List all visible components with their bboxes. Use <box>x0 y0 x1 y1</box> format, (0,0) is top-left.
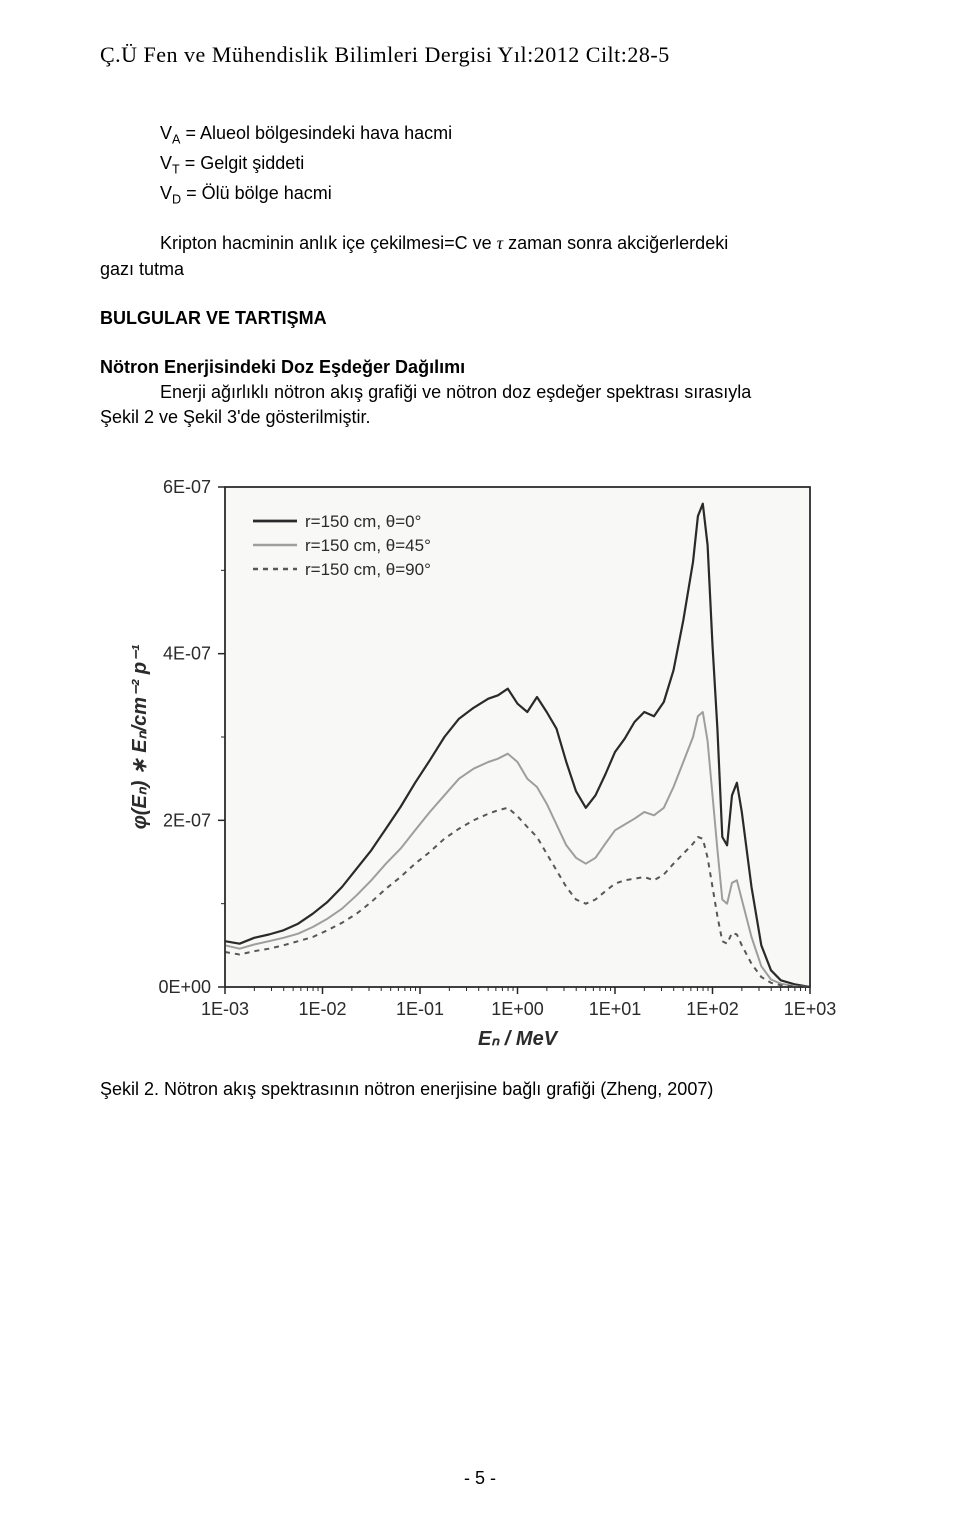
svg-text:Eₙ / MeV: Eₙ / MeV <box>478 1028 559 1050</box>
figure-2: 0E+00 2E-07 4E-07 6E-07 1E-03 1E-02 1E-01 1E+00… <box>120 467 840 1057</box>
definitions-block: VA = Alueol bölgesindeki hava hacmi VT =… <box>160 121 860 210</box>
figure-caption: Şekil 2. Nötron akış spektrasının nötron… <box>100 1077 860 1102</box>
subsection-line1: Enerji ağırlıklı nötron akış grafiği ve … <box>160 382 751 402</box>
para-part1: Kripton hacminin anlık içe çekilmesi=C v… <box>160 233 497 253</box>
paragraph-kr: Kripton hacminin anlık içe çekilmesi=C v… <box>100 231 860 281</box>
svg-text:1E+03: 1E+03 <box>784 999 837 1019</box>
subsection-text: Enerji ağırlıklı nötron akış grafiği ve … <box>100 380 860 430</box>
page-number: - 5 - <box>0 1466 960 1491</box>
def-vA: VA = Alueol bölgesindeki hava hacmi <box>160 121 860 149</box>
journal-header: Ç.Ü Fen ve Mühendislik Bilimleri Dergisi… <box>100 40 860 71</box>
def-vD-text: = Ölü bölge hacmi <box>186 183 332 203</box>
svg-text:1E+00: 1E+00 <box>491 999 544 1019</box>
def-vA-sub: A <box>172 132 180 146</box>
flux-spectrum-chart: 0E+00 2E-07 4E-07 6E-07 1E-03 1E-02 1E-01 1E+00… <box>120 467 840 1057</box>
svg-text:1E-02: 1E-02 <box>298 999 346 1019</box>
subsection-heading: Nötron Enerjisindeki Doz Eşdeğer Dağılım… <box>100 355 860 380</box>
def-vA-text: = Alueol bölgesindeki hava hacmi <box>185 123 452 143</box>
def-vA-sym: V <box>160 123 172 143</box>
def-vD-sym: V <box>160 183 172 203</box>
heading-results: BULGULAR VE TARTIŞMA <box>100 306 860 331</box>
svg-text:6E-07: 6E-07 <box>163 477 211 497</box>
svg-text:1E+02: 1E+02 <box>686 999 739 1019</box>
svg-text:0E+00: 0E+00 <box>158 977 211 997</box>
svg-text:r=150 cm, θ=45°: r=150 cm, θ=45° <box>305 536 431 555</box>
svg-text:2E-07: 2E-07 <box>163 810 211 830</box>
svg-text:1E+01: 1E+01 <box>589 999 642 1019</box>
subsection-line2: Şekil 2 ve Şekil 3'de gösterilmiştir. <box>100 407 371 427</box>
svg-text:r=150 cm, θ=0°: r=150 cm, θ=0° <box>305 512 421 531</box>
para-line2: gazı tutma <box>100 259 184 279</box>
svg-text:φ(Eₙ) ∗ Eₙ/cm⁻² p⁻¹: φ(Eₙ) ∗ Eₙ/cm⁻² p⁻¹ <box>129 644 151 829</box>
svg-text:4E-07: 4E-07 <box>163 643 211 663</box>
svg-text:1E-03: 1E-03 <box>201 999 249 1019</box>
def-vT: VT = Gelgit şiddeti <box>160 151 860 179</box>
def-vT-sub: T <box>172 163 180 177</box>
def-vD-sub: D <box>172 193 181 207</box>
svg-text:1E-01: 1E-01 <box>396 999 444 1019</box>
def-vD: VD = Ölü bölge hacmi <box>160 181 860 209</box>
para-part2: zaman sonra akciğerlerdeki <box>503 233 728 253</box>
svg-text:r=150 cm, θ=90°: r=150 cm, θ=90° <box>305 560 431 579</box>
def-vT-text: = Gelgit şiddeti <box>185 153 305 173</box>
def-vT-sym: V <box>160 153 172 173</box>
